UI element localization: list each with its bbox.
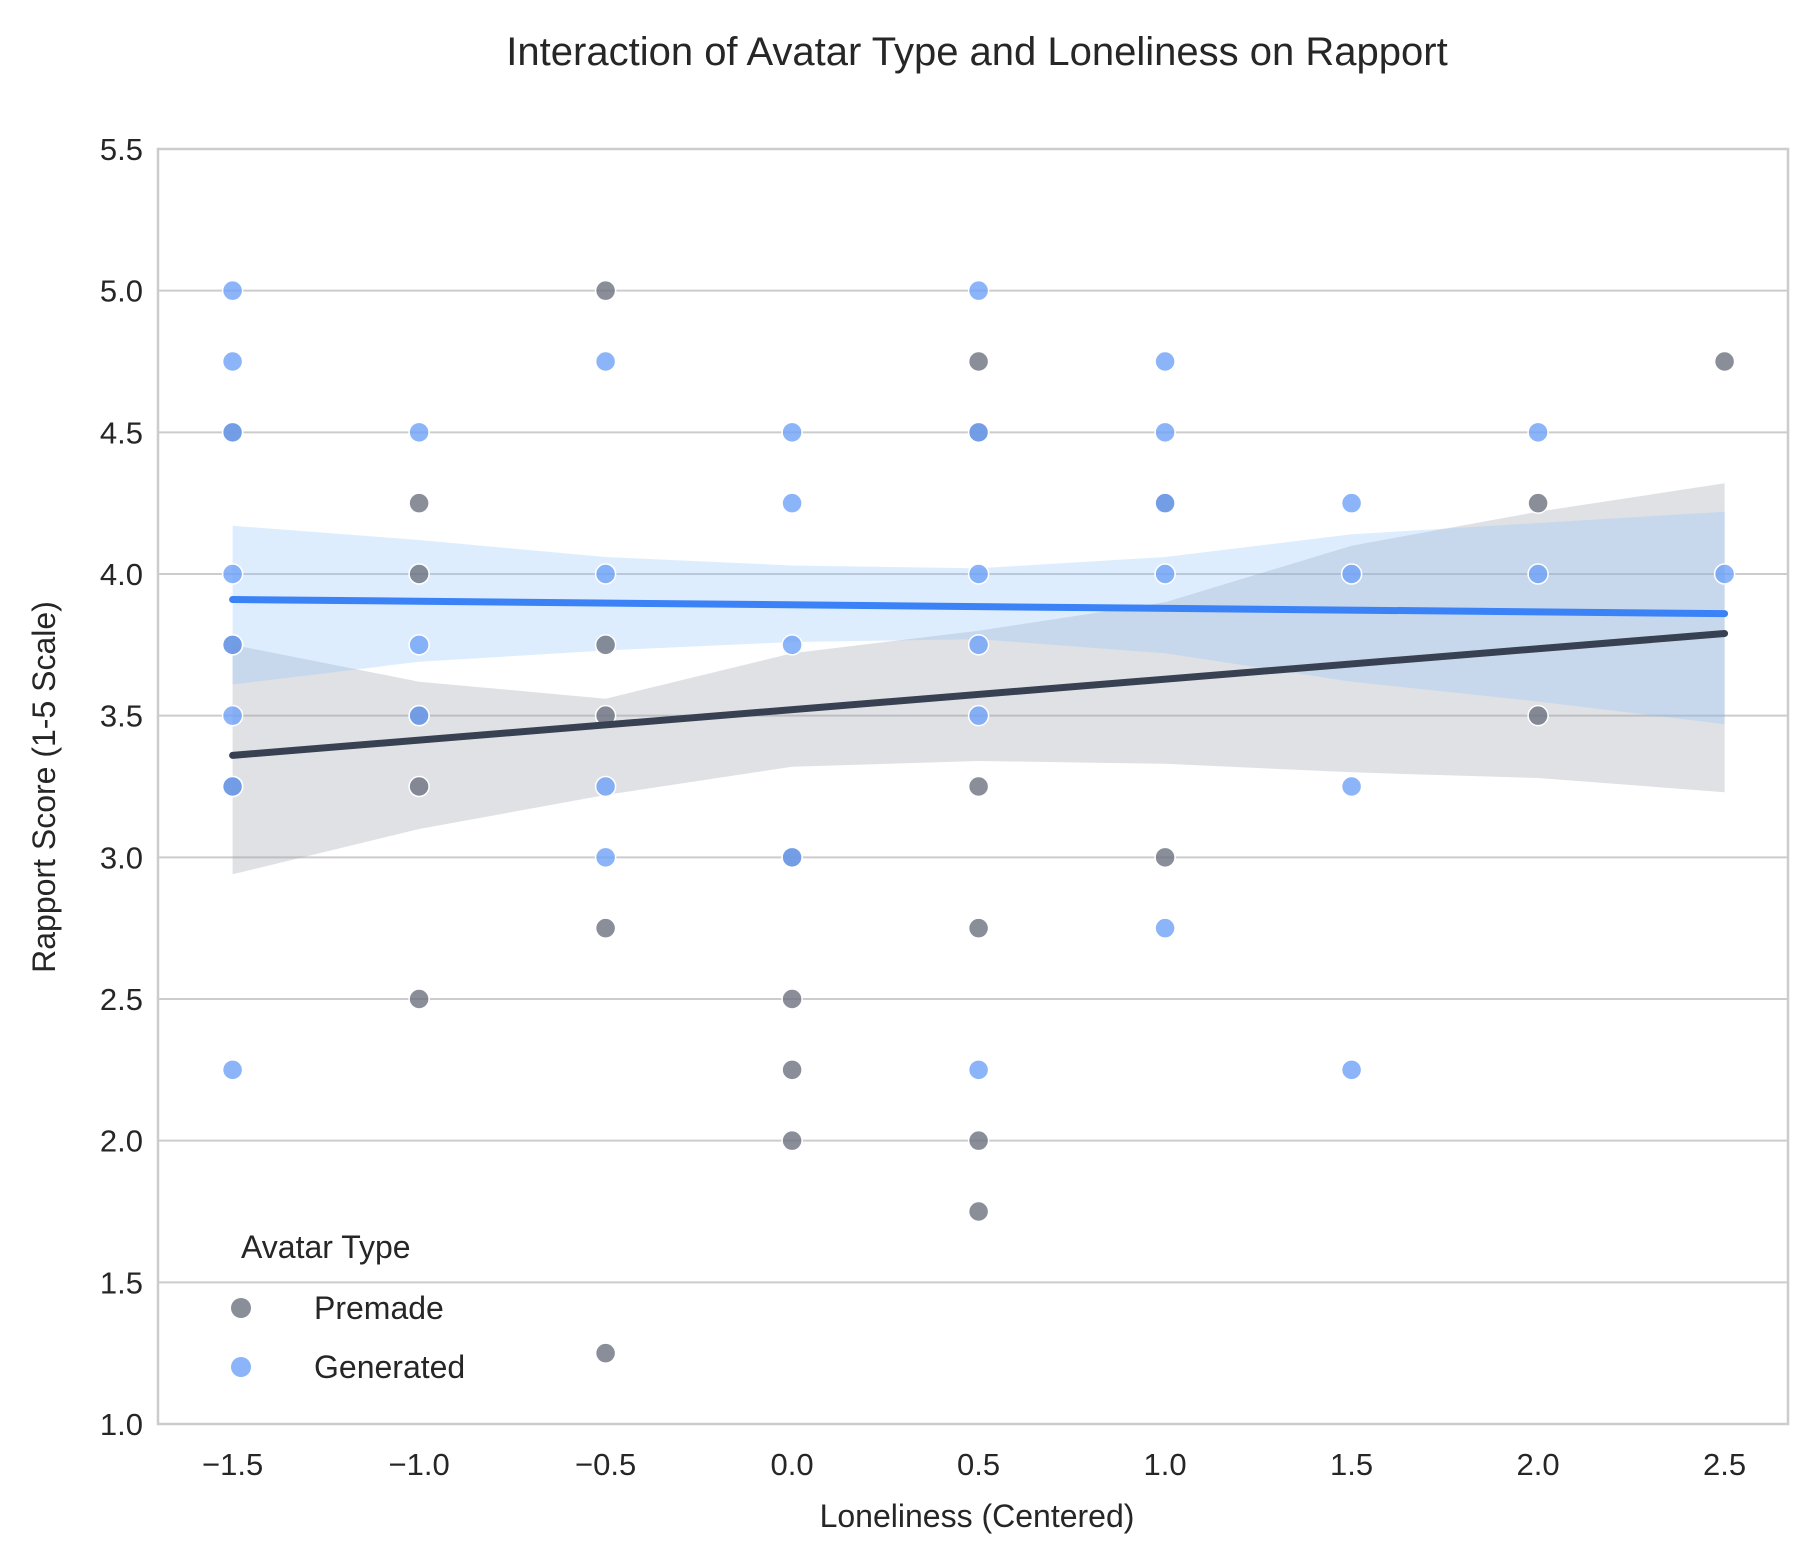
regression-line-generated	[229, 596, 1729, 618]
legend: Avatar Type Premade Generated	[231, 1229, 465, 1385]
data-point-generated	[221, 775, 244, 798]
data-point-generated	[967, 563, 990, 585]
data-point-premade	[967, 350, 990, 373]
data-point-premade	[594, 917, 617, 939]
y-tick-label: 3.5	[100, 699, 143, 734]
data-point-generated	[1154, 492, 1176, 514]
data-points	[221, 279, 1736, 1364]
y-axis-title: Rapport Score (1-5 Scale)	[26, 601, 62, 973]
x-tick-label: 2.0	[1517, 1447, 1560, 1482]
data-point-premade	[1527, 492, 1549, 514]
data-point-generated	[1340, 1059, 1363, 1081]
x-tick-label: −1.5	[202, 1447, 263, 1482]
data-point-generated	[1527, 421, 1549, 444]
data-point-generated	[221, 1059, 244, 1081]
x-axis-title: Loneliness (Centered)	[820, 1498, 1135, 1534]
data-point-generated	[408, 634, 430, 656]
chart-title: Interaction of Avatar Type and Lonelines…	[506, 30, 1447, 74]
x-axis-ticks: −1.5 −1.0 −0.5 0.0 0.5 1.0 1.5 2.0 2.5	[202, 1447, 1746, 1482]
data-point-premade	[1154, 846, 1176, 869]
data-point-premade	[408, 563, 430, 585]
data-point-generated	[408, 421, 430, 444]
y-tick-label: 4.5	[100, 415, 143, 450]
data-point-premade	[781, 1059, 803, 1081]
data-point-generated	[781, 492, 803, 514]
y-tick-label: 1.5	[100, 1265, 143, 1300]
data-point-premade	[781, 988, 803, 1010]
data-point-premade	[594, 1342, 617, 1364]
x-tick-label: 1.5	[1330, 1447, 1373, 1482]
data-point-generated	[221, 421, 244, 444]
legend-marker-premade	[231, 1298, 251, 1318]
y-tick-label: 2.5	[100, 982, 143, 1017]
data-point-premade	[594, 279, 617, 302]
data-point-generated	[408, 704, 430, 727]
y-tick-label: 4.0	[100, 557, 143, 592]
data-point-generated	[594, 846, 617, 869]
data-point-generated	[967, 634, 990, 656]
x-tick-label: 0.5	[957, 1447, 1000, 1482]
data-point-premade	[967, 917, 990, 939]
data-point-generated	[594, 350, 617, 373]
data-point-generated	[781, 846, 803, 869]
y-axis-ticks: 1.0 1.5 2.0 2.5 3.0 3.5 4.0 4.5 5.0 5.5	[100, 132, 143, 1442]
legend-label-premade: Premade	[314, 1290, 444, 1326]
data-point-generated	[1340, 775, 1363, 798]
data-point-premade	[781, 1129, 803, 1152]
plot-frame	[156, 147, 1790, 1426]
x-tick-label: −0.5	[575, 1447, 636, 1482]
regression-lines	[229, 596, 1729, 759]
y-tick-label: 5.0	[100, 274, 143, 309]
data-point-premade	[967, 1200, 990, 1223]
data-point-premade	[408, 775, 430, 798]
data-point-premade	[1527, 704, 1549, 727]
data-point-premade	[408, 988, 430, 1010]
regression-line-premade	[229, 630, 1729, 759]
data-point-generated	[781, 634, 803, 656]
x-tick-label: 2.5	[1703, 1447, 1746, 1482]
legend-marker-generated	[231, 1357, 251, 1377]
data-point-generated	[1154, 917, 1176, 939]
y-tick-label: 2.0	[100, 1124, 143, 1159]
data-point-premade	[1713, 350, 1736, 373]
data-point-generated	[594, 563, 617, 585]
y-tick-label: 3.0	[100, 840, 143, 875]
legend-title: Avatar Type	[241, 1229, 411, 1265]
x-tick-label: 1.0	[1144, 1447, 1187, 1482]
data-point-generated	[221, 279, 244, 302]
data-point-generated	[967, 421, 990, 444]
data-point-generated	[221, 563, 244, 585]
data-point-premade	[967, 1129, 990, 1152]
data-point-generated	[221, 634, 244, 656]
data-point-generated	[221, 350, 244, 373]
data-point-generated	[1713, 563, 1736, 585]
data-point-generated	[1154, 563, 1176, 585]
data-point-generated	[781, 421, 803, 444]
data-point-generated	[967, 704, 990, 727]
data-point-premade	[594, 634, 617, 656]
data-point-generated	[1527, 563, 1549, 585]
data-point-generated	[594, 775, 617, 798]
legend-label-generated: Generated	[314, 1349, 465, 1385]
data-point-generated	[967, 1059, 990, 1081]
y-tick-label: 1.0	[100, 1407, 143, 1442]
data-point-generated	[1154, 350, 1176, 373]
y-tick-label: 5.5	[100, 132, 143, 167]
data-point-generated	[1154, 421, 1176, 444]
data-point-generated	[967, 279, 990, 302]
x-tick-label: 0.0	[771, 1447, 814, 1482]
data-point-generated	[1340, 492, 1363, 514]
data-point-premade	[967, 775, 990, 798]
data-point-premade	[408, 492, 430, 514]
data-point-generated	[1340, 563, 1363, 585]
data-point-generated	[221, 704, 244, 727]
x-tick-label: −1.0	[388, 1447, 449, 1482]
